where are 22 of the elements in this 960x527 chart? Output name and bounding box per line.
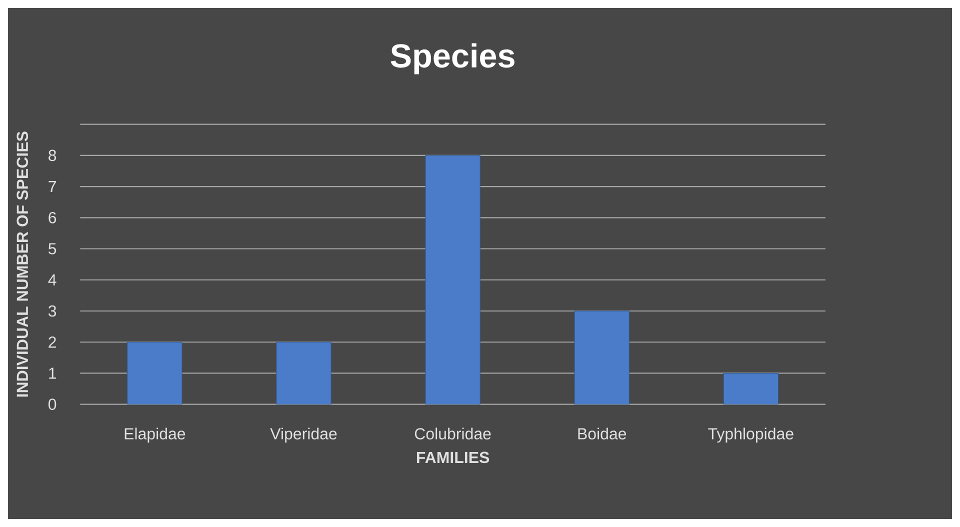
bar bbox=[276, 342, 332, 404]
y-tick-label: 5 bbox=[48, 243, 56, 254]
y-tick-label: 3 bbox=[48, 305, 56, 317]
x-tick-label: Colubridae bbox=[414, 428, 491, 440]
x-tick-label: Elapidae bbox=[124, 428, 186, 443]
bar bbox=[127, 342, 182, 404]
y-tick-label: 4 bbox=[48, 274, 56, 286]
y-tick-label: 7 bbox=[48, 181, 56, 192]
x-tick-label: Typhlopidae bbox=[708, 428, 794, 443]
bar bbox=[723, 372, 779, 404]
y-tick-label: 0 bbox=[48, 398, 56, 410]
chart-title: Species bbox=[390, 43, 514, 74]
y-tick-label: 2 bbox=[48, 336, 56, 348]
x-tick-label: Viperidae bbox=[270, 428, 337, 443]
y-tick-label: 1 bbox=[49, 368, 56, 379]
y-axis-title: INDIVIDUAL NUMBER OF SPECIES bbox=[16, 132, 28, 397]
y-tick-label: 6 bbox=[48, 212, 56, 224]
x-tick-label: Boidae bbox=[578, 428, 626, 440]
x-axis-title: FAMILIES bbox=[416, 452, 490, 464]
bar bbox=[425, 155, 480, 404]
bar bbox=[574, 310, 630, 404]
y-tick-label: 8 bbox=[48, 150, 56, 162]
